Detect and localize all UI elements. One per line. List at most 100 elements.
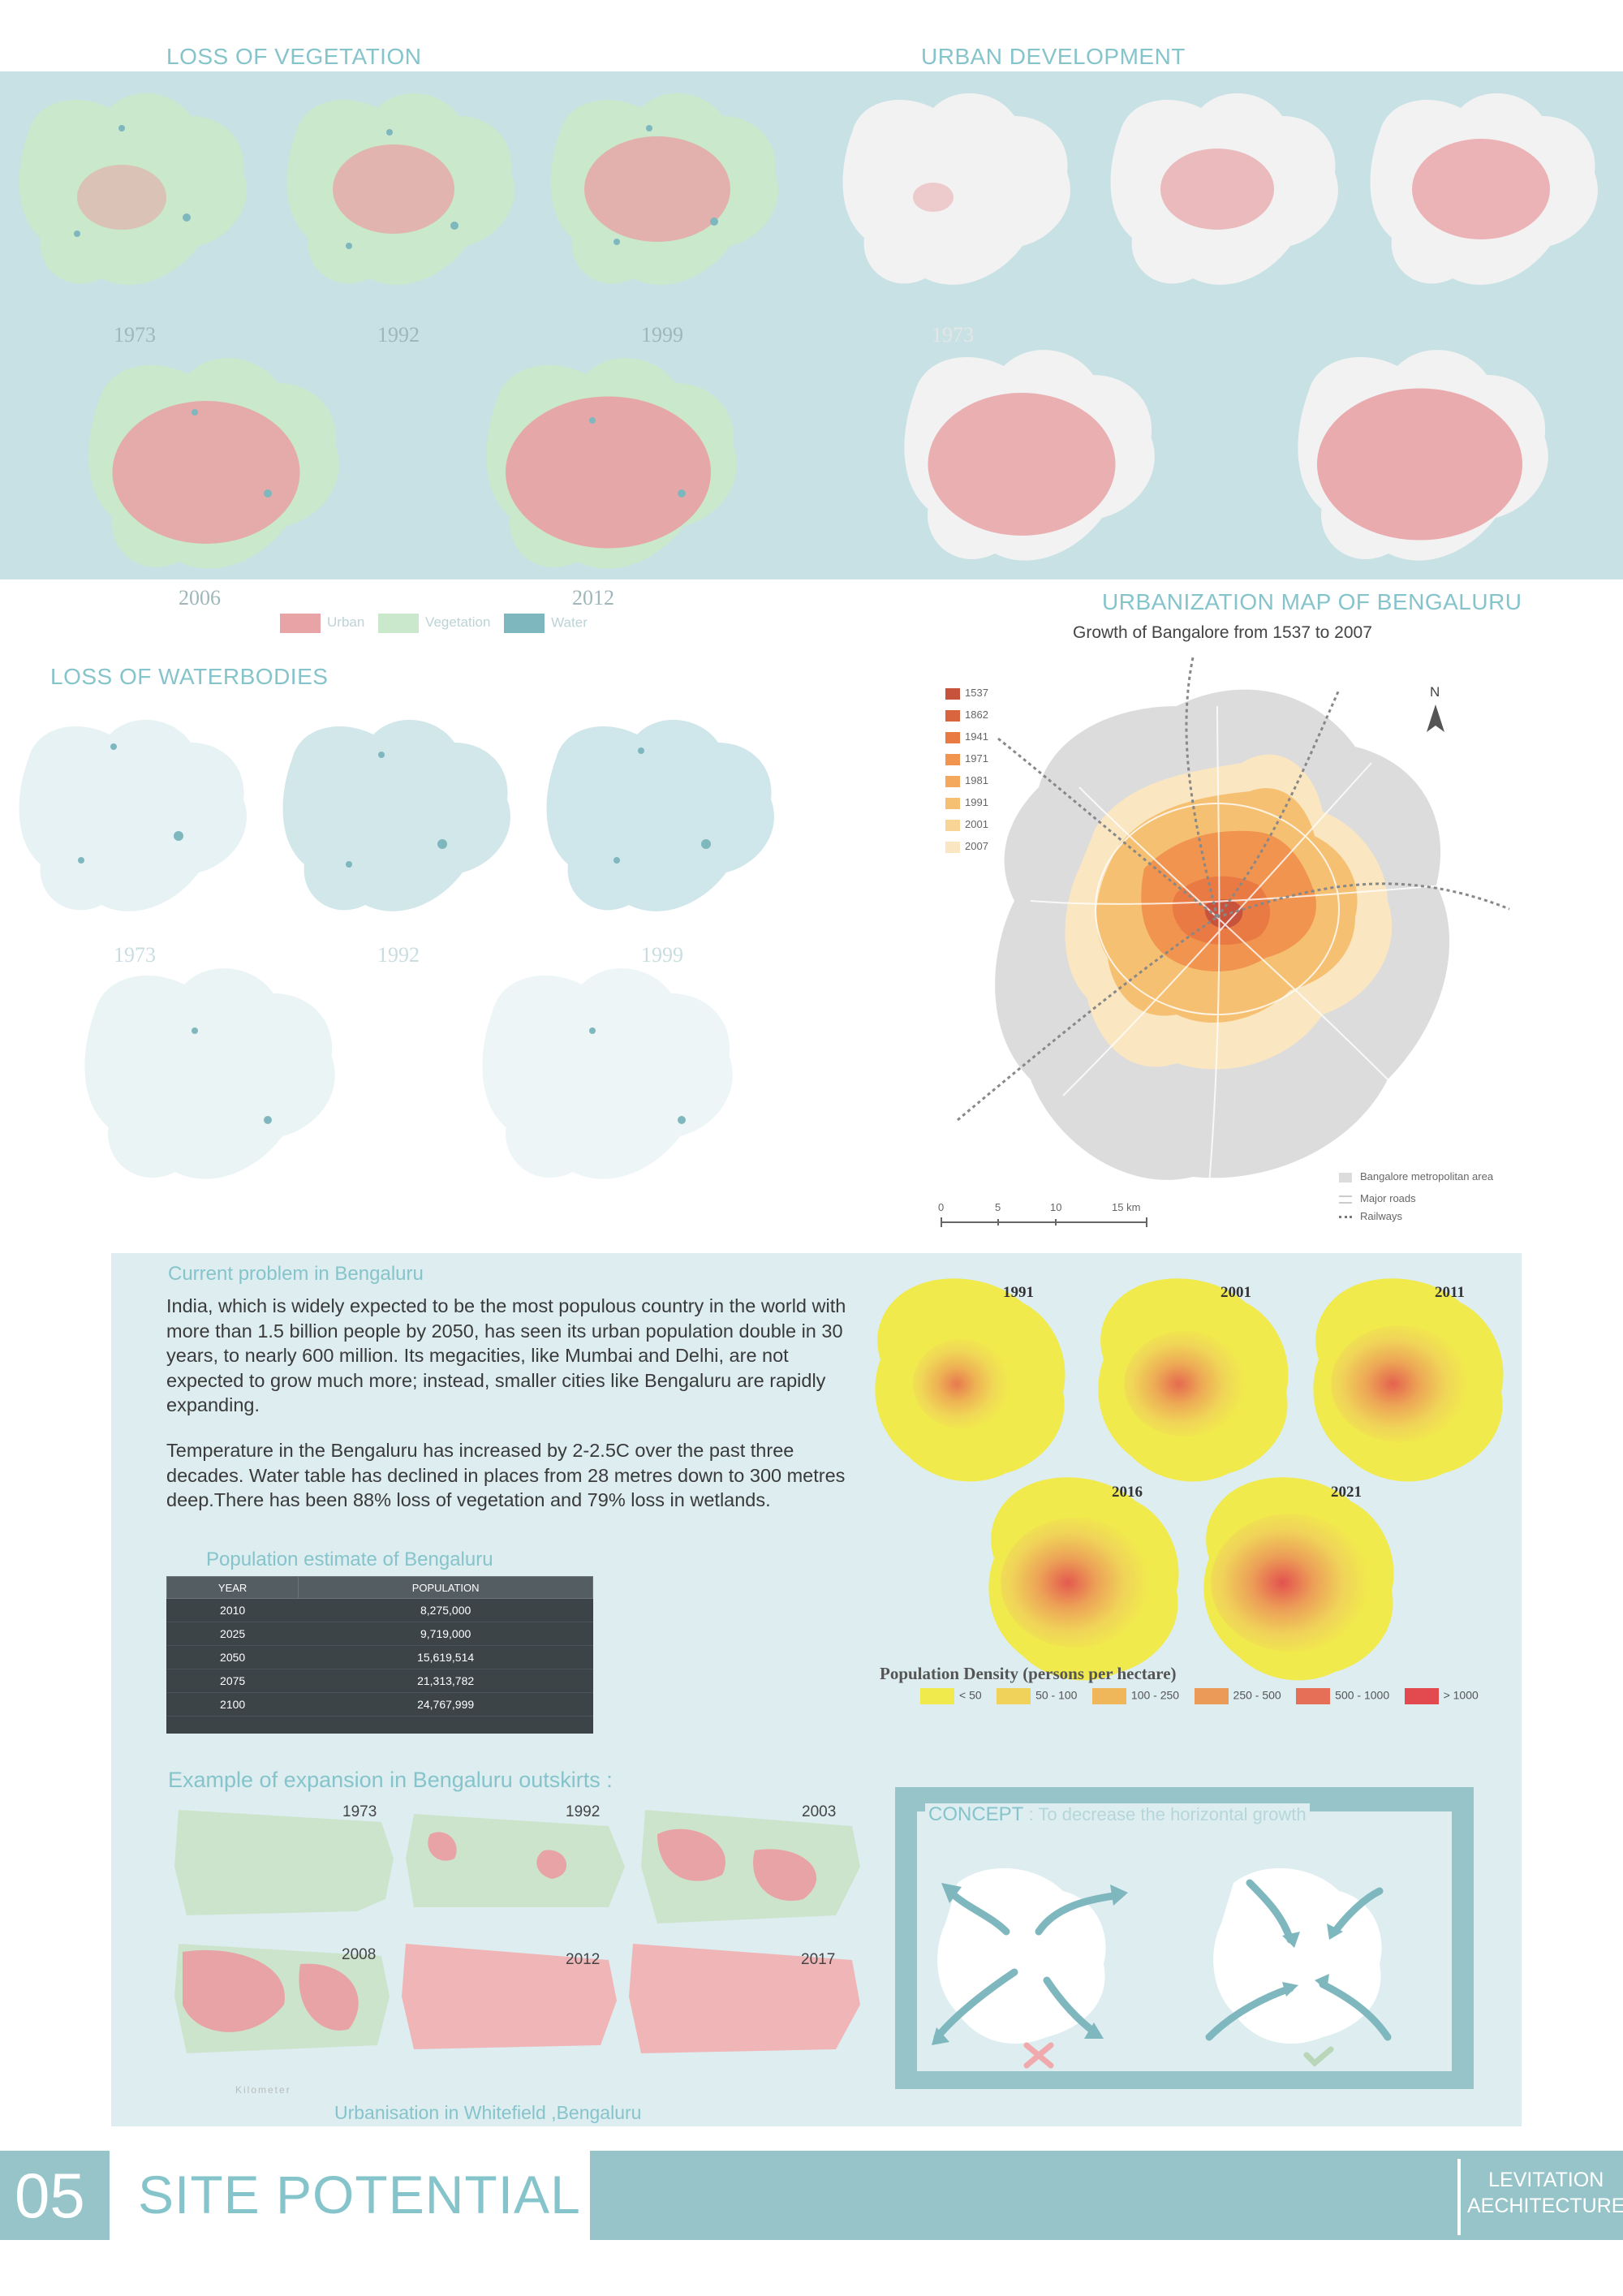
urbanization-map	[957, 657, 1510, 1186]
expansion-year-2003: 2003	[802, 1803, 837, 1820]
pop-value-cell: 24,767,999	[298, 1692, 593, 1717]
footer-divider	[1457, 2159, 1461, 2235]
population-header-year: YEAR	[166, 1576, 299, 1599]
urb-legend-swatch-2001	[945, 819, 960, 831]
density-legend-6: > 1000	[1443, 1688, 1479, 1702]
north-arrow-icon	[1427, 704, 1444, 732]
legend-swatch-urban	[280, 614, 321, 633]
density-legend-1: < 50	[959, 1688, 982, 1702]
table-row: 2100 24,767,999	[166, 1692, 593, 1717]
urban-development-maps	[842, 93, 1598, 561]
density-title: Population Density (persons per hectare)	[880, 1664, 1177, 1683]
density-legend-4: 250 - 500	[1233, 1688, 1281, 1702]
urb-legend-swatch-2007	[945, 841, 960, 853]
urban-development-title: URBAN DEVELOPMENT	[921, 44, 1186, 69]
urbanization-scale-bar	[941, 1217, 1147, 1227]
urb-legend-1981: 1981	[965, 774, 988, 786]
density-legend-3: 100 - 250	[1130, 1688, 1180, 1702]
key-roads: Major roads	[1360, 1192, 1416, 1204]
key-metro: Bangalore metropolitan area	[1360, 1170, 1494, 1182]
pop-year-cell: 2010	[166, 1598, 299, 1622]
expansion-title: Example of expansion in Bengaluru outski…	[168, 1768, 613, 1792]
concept-label: CONCEPT	[928, 1803, 1023, 1825]
legend-urban: Urban	[327, 614, 365, 631]
problem-paragraph-1: India, which is widely expected to be th…	[166, 1295, 846, 1415]
urb-legend-swatch-1981	[945, 775, 960, 787]
footer-brand: LEVITATION AECHITECTURE	[1467, 2167, 1623, 2219]
density-legend-5: 500 - 1000	[1335, 1688, 1390, 1702]
legend-swatch-vegetation	[378, 614, 420, 633]
scale-10: 10	[1050, 1201, 1062, 1213]
problem-title: Current problem in Bengaluru	[168, 1263, 424, 1285]
density-swatch-5	[1296, 1688, 1331, 1704]
veg-year-1992: 1992	[377, 323, 420, 347]
expansion-scale-label: Kilometer	[235, 2084, 291, 2096]
expansion-year-2017: 2017	[801, 1951, 836, 1968]
expansion-year-2008: 2008	[342, 1946, 377, 1963]
scale-0: 0	[938, 1201, 945, 1213]
urb-legend-swatch-1537	[945, 687, 960, 700]
waterbodies-maps	[19, 719, 774, 1179]
footer-brand-line2: AECHITECTURE	[1467, 2195, 1623, 2217]
urb-legend-swatch-1991	[945, 797, 960, 809]
urbanization-legend: 1537 1862 1941 1971 1981 1991 2001 2007	[945, 687, 988, 862]
key-railways-swatch	[1339, 1216, 1352, 1219]
table-row: 2075 21,313,782	[166, 1669, 593, 1693]
pop-value-cell: 9,719,000	[298, 1622, 593, 1646]
density-swatch-2	[997, 1688, 1031, 1704]
density-swatch-3	[1091, 1688, 1126, 1704]
urbanization-key: Bangalore metropolitan area Major roads …	[1339, 1170, 1493, 1228]
urb-legend-swatch-1941	[945, 731, 960, 743]
veg-legend: Urban Vegetation Water	[280, 614, 588, 633]
key-roads-swatch	[1339, 1195, 1352, 1204]
legend-vegetation: Vegetation	[425, 614, 491, 631]
footer-number: 05	[15, 2160, 85, 2231]
scale-5: 5	[995, 1201, 1001, 1213]
population-header-population: POPULATION	[298, 1576, 593, 1599]
vegetation-title: LOSS OF VEGETATION	[166, 44, 422, 69]
expansion-year-1992: 1992	[566, 1803, 601, 1820]
population-table: YEAR POPULATION 2010 8,275,000 2025 9,719,…	[166, 1576, 593, 1717]
vegetation-maps	[19, 93, 778, 569]
waterbodies-title: LOSS OF WATERBODIES	[50, 664, 329, 689]
table-row: 2050 15,619,514	[166, 1645, 593, 1669]
density-year-1991: 1991	[1003, 1284, 1034, 1301]
footer-band	[590, 2151, 1623, 2240]
water-year-1992: 1992	[377, 943, 420, 967]
urb-legend-1862: 1862	[965, 709, 988, 721]
density-year-2016: 2016	[1112, 1484, 1143, 1501]
urb-legend-1537: 1537	[965, 687, 988, 699]
scale-15km: 15 km	[1112, 1201, 1141, 1213]
density-swatch-6	[1404, 1688, 1439, 1704]
density-year-2021: 2021	[1331, 1484, 1362, 1501]
veg-year-2012: 2012	[572, 586, 614, 610]
key-metro-swatch	[1339, 1172, 1352, 1182]
footer-number-block	[0, 2151, 110, 2240]
veg-year-1999: 1999	[641, 323, 683, 347]
veg-year-2006: 2006	[179, 586, 221, 610]
water-year-1973: 1973	[114, 943, 156, 967]
pop-value-cell: 15,619,514	[298, 1645, 593, 1669]
footer-brand-line1: LEVITATION	[1488, 2169, 1604, 2191]
pop-year-cell: 2025	[166, 1622, 299, 1646]
legend-swatch-water	[504, 614, 545, 633]
expansion-year-2012: 2012	[566, 1951, 601, 1968]
pop-value-cell: 8,275,000	[298, 1598, 593, 1622]
water-year-1999: 1999	[641, 943, 683, 967]
density-swatch-1	[920, 1688, 954, 1704]
concept-diagram	[932, 1867, 1392, 2069]
table-row: 2010 8,275,000	[166, 1598, 593, 1622]
urbanization-map-subtitle: Growth of Bangalore from 1537 to 2007	[1073, 623, 1372, 642]
table-row: 2025 9,719,000	[166, 1622, 593, 1646]
pop-year-cell: 2050	[166, 1645, 299, 1669]
urbanization-map-title: URBANIZATION MAP OF BENGALURU	[1102, 589, 1522, 614]
density-swatch-4	[1194, 1688, 1229, 1704]
expansion-year-1973: 1973	[342, 1803, 377, 1820]
expansion-caption: Urbanisation in Whitefield ,Bengaluru	[334, 2102, 642, 2123]
footer-title: SITE POTENTIAL	[138, 2165, 581, 2225]
population-table-wrap: YEAR POPULATION 2010 8,275,000 2025 9,719,…	[166, 1576, 593, 1734]
urb-legend-1941: 1941	[965, 730, 988, 743]
veg-year-1973: 1973	[114, 323, 156, 347]
density-year-2011: 2011	[1435, 1284, 1465, 1301]
urb-legend-swatch-1862	[945, 709, 960, 722]
